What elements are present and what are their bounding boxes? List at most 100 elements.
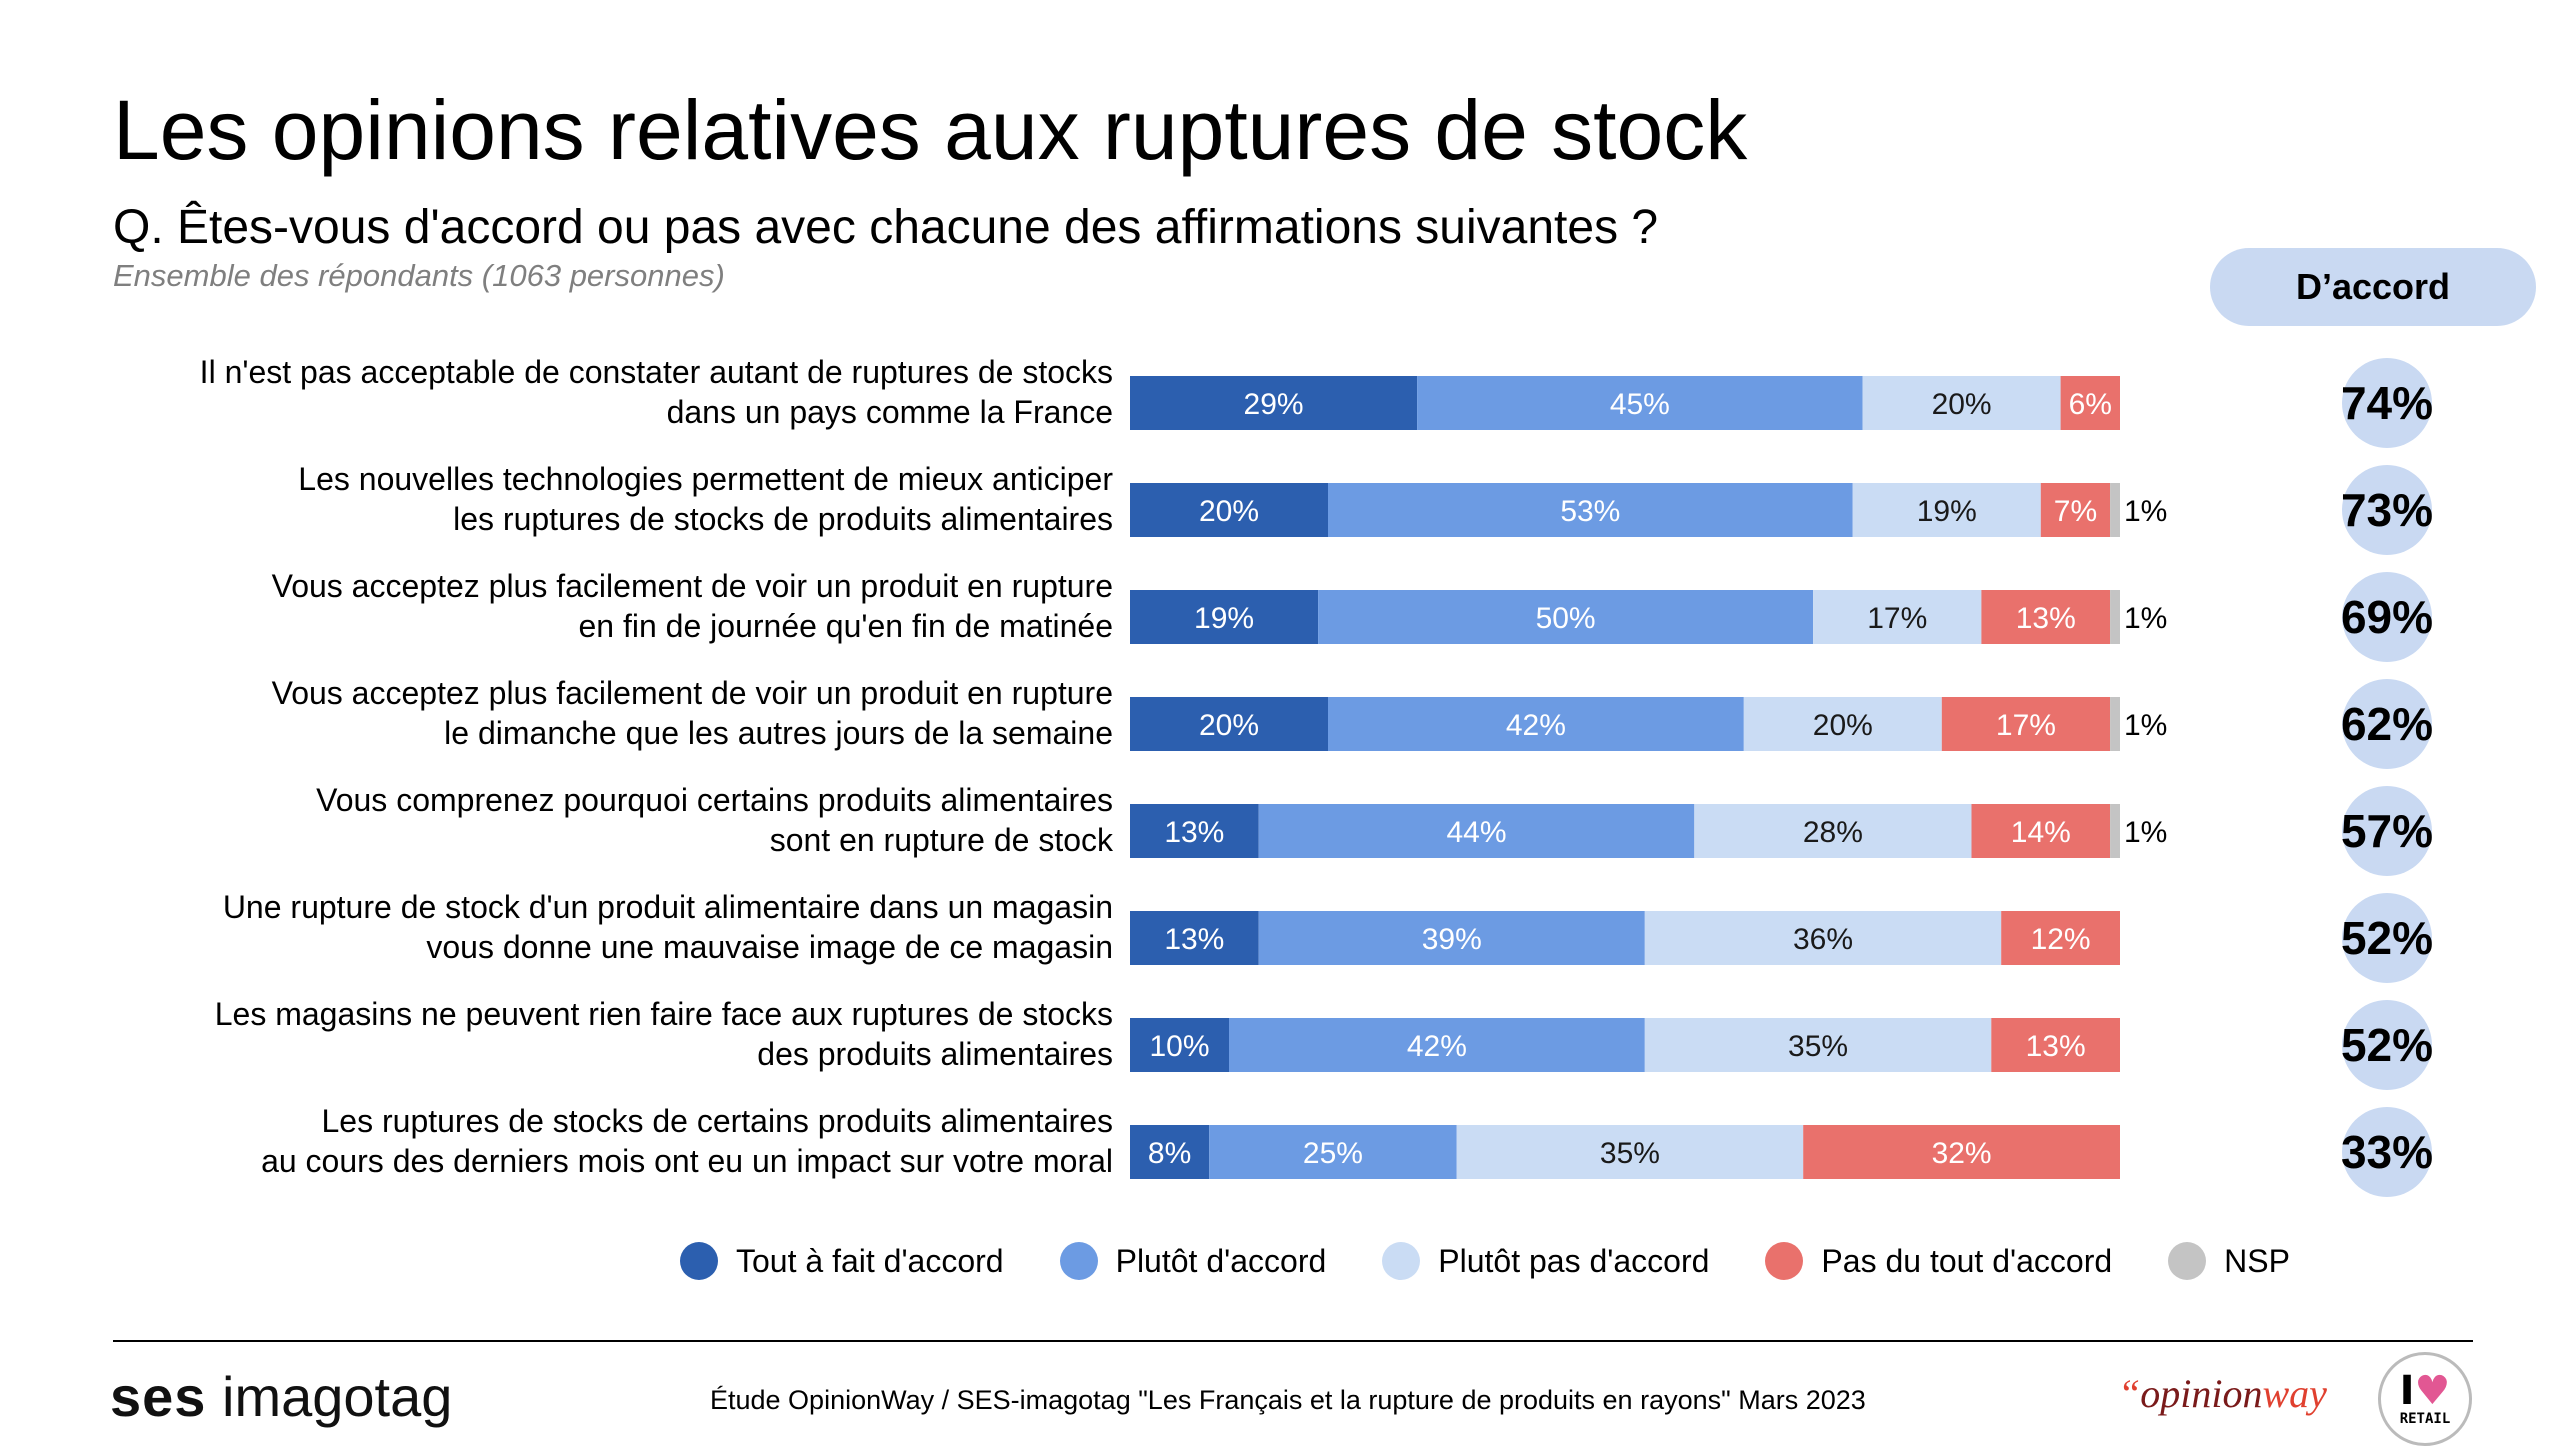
- bar-segment-plutot: [1328, 483, 1853, 537]
- bar-segment-pas-du-tout: [1803, 1125, 2120, 1179]
- legend-swatch-plutot: [1059, 1242, 1098, 1280]
- row-label: Une rupture de stock d'un produit alimen…: [223, 889, 1113, 965]
- badge-letter: I: [2399, 1368, 2415, 1414]
- badge-bottom-text: RETAIL: [2399, 1411, 2451, 1427]
- accord-total-circle: [2342, 1000, 2432, 1090]
- legend-item-tout-a-fait: Tout à fait d'accord: [680, 1242, 1004, 1280]
- sample-note: Ensemble des répondants (1063 personnes): [113, 258, 725, 293]
- row-label-line: au cours des derniers mois ont eu un imp…: [261, 1143, 1113, 1179]
- bar-segment-pas-du-tout: [1991, 1018, 2120, 1072]
- bar-segment-plutot: [1258, 911, 1645, 965]
- bar-segment-nsp: [2110, 590, 2120, 644]
- row-label-line: Vous comprenez pourquoi certains produit…: [316, 782, 1113, 818]
- row-label-line: Une rupture de stock d'un produit alimen…: [223, 889, 1113, 925]
- accord-total-circle: [2342, 1107, 2432, 1197]
- row-label-line: Les magasins ne peuvent rien faire face …: [215, 996, 1113, 1032]
- accord-total-circle: [2342, 786, 2432, 876]
- row-label-line: sont en rupture de stock: [770, 822, 1114, 858]
- bar-value-label: 13%: [1164, 923, 1224, 956]
- bar-row-8: Les ruptures de stocks de certains produ…: [261, 1103, 2433, 1197]
- legend-swatch-tout-a-fait: [680, 1242, 718, 1280]
- bar-segment-plutot-pas: [1852, 483, 2041, 537]
- bar-value-label: 53%: [1560, 495, 1620, 528]
- bar-value-label: 25%: [1303, 1137, 1363, 1170]
- bar-row-7: Les magasins ne peuvent rien faire face …: [215, 996, 2433, 1090]
- bar-value-label: 50%: [1536, 602, 1596, 635]
- bar-segment-plutot: [1229, 1018, 1645, 1072]
- bar-value-label: 19%: [1917, 495, 1977, 528]
- logo-way: way: [2262, 1371, 2327, 1416]
- row-label-line: Vous acceptez plus facilement de voir un…: [272, 568, 1113, 604]
- bar-segment-nsp: [2110, 804, 2120, 858]
- row-label-line: Il n'est pas acceptable de constater aut…: [200, 354, 1113, 390]
- bar-segment-pas-du-tout: [1941, 697, 2111, 751]
- page-title: Les opinions relatives aux ruptures de s…: [113, 83, 1748, 177]
- legend-item-pas-du-tout: Pas du tout d'accord: [1765, 1242, 2112, 1280]
- heart-icon: ♥: [2414, 1368, 2451, 1414]
- legend-label-nsp: NSP: [2224, 1242, 2290, 1279]
- row-label: Les nouvelles technologies permettent de…: [298, 461, 1113, 537]
- bar-segment-pas-du-tout: [2060, 376, 2120, 430]
- legend-label-tout-a-fait: Tout à fait d'accord: [736, 1242, 1004, 1279]
- bar-segment-plutot-pas: [1743, 697, 1942, 751]
- bar-segment-plutot-pas: [1644, 911, 2002, 965]
- accord-total-value: 52%: [2341, 912, 2433, 964]
- bar-segment-tout-a-fait: [1130, 1125, 1210, 1179]
- accord-total-value: 62%: [2341, 698, 2433, 750]
- logo-imagotag: imagotag: [222, 1365, 453, 1428]
- row-label: Il n'est pas acceptable de constater aut…: [200, 354, 1113, 430]
- row-label-line: vous donne une mauvaise image de ce maga…: [426, 929, 1113, 965]
- bar-value-label: 8%: [1148, 1137, 1191, 1170]
- bar-segment-tout-a-fait: [1130, 590, 1319, 644]
- bar-value-label: 36%: [1793, 923, 1853, 956]
- accord-total-circle: [2342, 572, 2432, 662]
- bar-value-label: 35%: [1788, 1030, 1848, 1063]
- bar-value-label: 17%: [1996, 709, 2056, 742]
- row-label: Vous acceptez plus facilement de voir un…: [272, 675, 1113, 751]
- legend-item-plutot: Plutôt d'accord: [1059, 1242, 1326, 1280]
- bar-segment-plutot-pas: [1694, 804, 1972, 858]
- bar-value-label: 45%: [1610, 388, 1670, 421]
- bar-segment-pas-du-tout: [1981, 590, 2111, 644]
- bar-segment-pas-du-tout: [2001, 911, 2120, 965]
- bar-value-label: 19%: [1194, 602, 1254, 635]
- row-label-line: Les ruptures de stocks de certains produ…: [322, 1103, 1114, 1139]
- bar-value-label: 1%: [2124, 602, 2167, 635]
- bar-value-label: 1%: [2124, 816, 2167, 849]
- bar-value-label: 6%: [2069, 388, 2112, 421]
- bar-segment-plutot-pas: [1813, 590, 1982, 644]
- bar-value-label: 44%: [1446, 816, 1506, 849]
- bar-segment-pas-du-tout: [1971, 804, 2111, 858]
- bar-segment-plutot-pas: [1456, 1125, 1804, 1179]
- bar-row-5: Vous comprenez pourquoi certains produit…: [316, 782, 2433, 876]
- accord-total-value: 52%: [2341, 1019, 2433, 1071]
- bar-value-label: 42%: [1407, 1030, 1467, 1063]
- bar-value-label: 10%: [1149, 1030, 1209, 1063]
- bar-segment-tout-a-fait: [1130, 911, 1259, 965]
- row-label-line: en fin de journée qu'en fin de matinée: [579, 608, 1114, 644]
- opinionway-logo: “opinionway: [2118, 1366, 2327, 1422]
- bar-value-label: 29%: [1244, 388, 1304, 421]
- bar-segment-tout-a-fait: [1130, 376, 1418, 430]
- accord-total-value: 73%: [2341, 484, 2433, 536]
- bar-segment-pas-du-tout: [2040, 483, 2111, 537]
- ses-imagotag-logo: ses imagotag: [110, 1362, 452, 1432]
- accord-total-circle: [2342, 893, 2432, 983]
- bar-value-label: 28%: [1803, 816, 1863, 849]
- question-text: Q. Êtes-vous d'accord ou pas avec chacun…: [113, 201, 1659, 254]
- bar-value-label: 1%: [2124, 495, 2167, 528]
- bar-segment-tout-a-fait: [1130, 697, 1328, 751]
- legend-label-pas-du-tout: Pas du tout d'accord: [1821, 1242, 2113, 1279]
- accord-column-header: D’accord: [2210, 248, 2536, 326]
- bar-value-label: 17%: [1867, 602, 1927, 635]
- accord-total-circle: [2342, 358, 2432, 448]
- row-label: Les magasins ne peuvent rien faire face …: [215, 996, 1113, 1072]
- bar-segment-plutot: [1417, 376, 1863, 430]
- bar-value-label: 20%: [1813, 709, 1873, 742]
- footer-divider: [113, 1340, 2473, 1342]
- bar-row-6: Une rupture de stock d'un produit alimen…: [223, 889, 2433, 983]
- row-label: Vous acceptez plus facilement de voir un…: [272, 568, 1113, 644]
- bar-value-label: 20%: [1199, 495, 1259, 528]
- logo-opinion: opinion: [2140, 1371, 2263, 1416]
- bar-segment-plutot: [1328, 697, 1744, 751]
